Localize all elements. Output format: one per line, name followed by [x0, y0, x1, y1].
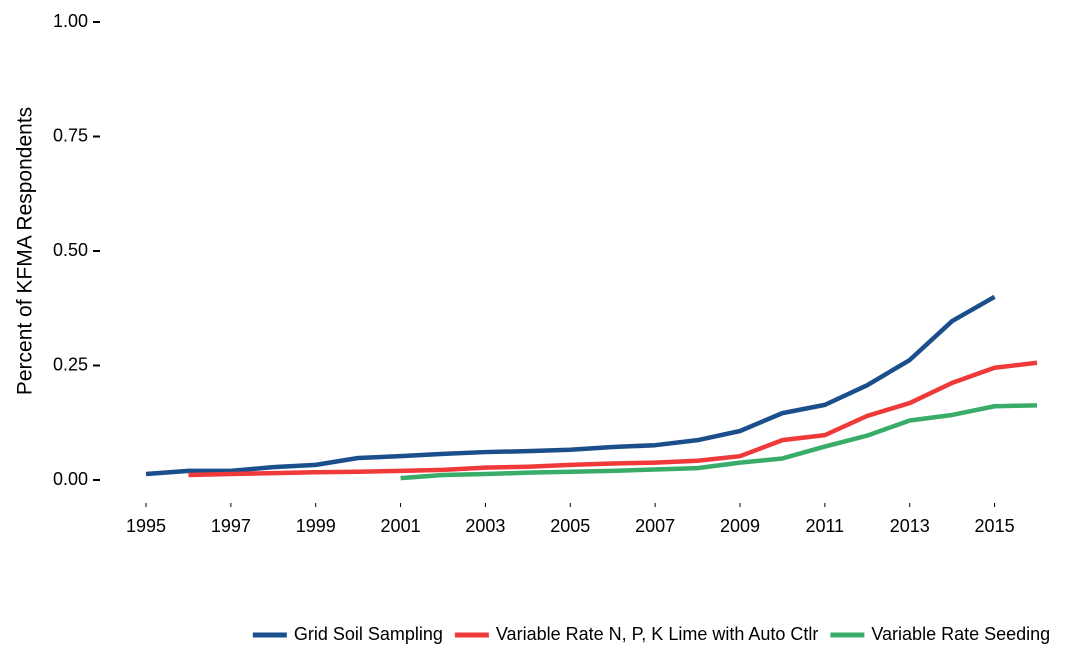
y-tick-label: 0.25: [53, 354, 88, 374]
y-tick-label: 0.00: [53, 469, 88, 489]
x-tick-label: 2015: [975, 516, 1015, 536]
series-line: [188, 360, 1038, 478]
y-tick-label: 0.75: [53, 125, 88, 145]
x-tick-label: 2003: [465, 516, 505, 536]
y-tick-label: 1.00: [53, 11, 88, 31]
x-tick-label: 2013: [890, 516, 930, 536]
legend-label: Grid Soil Sampling: [294, 624, 443, 644]
y-axis-label: Percent of KFMA Respondents: [14, 107, 37, 395]
x-tick-label: 1997: [211, 516, 251, 536]
x-tick-label: 2011: [805, 516, 844, 536]
x-tick-label: 2005: [550, 516, 590, 536]
series-line: [145, 294, 996, 477]
x-tick-label: 2009: [720, 516, 760, 536]
series-line: [400, 403, 1038, 481]
y-tick-label: 0.50: [53, 240, 88, 260]
x-tick-label: 2007: [635, 516, 675, 536]
x-tick-label: 1995: [126, 516, 166, 536]
x-tick-label: 2001: [381, 516, 421, 536]
legend-label: Variable Rate Seeding: [871, 624, 1050, 644]
legend-label: Variable Rate N, P, K Lime with Auto Ctl…: [496, 624, 818, 644]
x-tick-label: 1999: [296, 516, 336, 536]
